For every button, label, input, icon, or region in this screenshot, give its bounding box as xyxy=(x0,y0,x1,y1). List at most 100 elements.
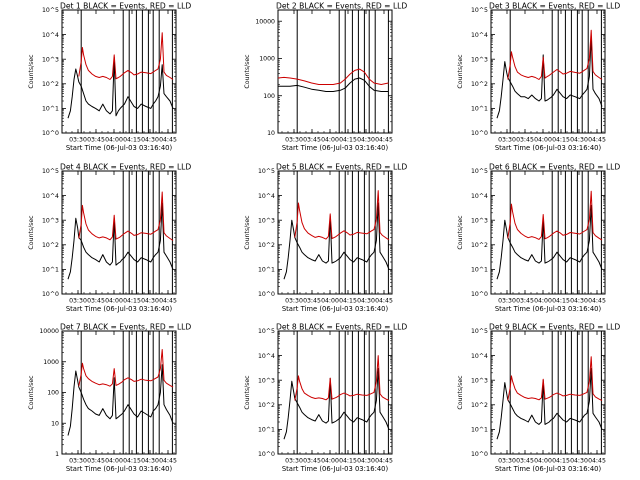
chart-panel-2: Det 2 BLACK = Events, RED = LLD Counts/se… xyxy=(244,2,407,153)
y-axis-label: Counts/sec xyxy=(244,54,251,89)
x-tick-label: 04:00 xyxy=(534,137,552,144)
chart-panel-4: Det 4 BLACK = Events, RED = LLD Counts/se… xyxy=(28,163,191,314)
plot-frame xyxy=(490,9,606,134)
series-line-events xyxy=(496,368,603,440)
y-axis-label: Counts/sec xyxy=(28,375,35,410)
y-tick-label: 10^2 xyxy=(471,402,488,409)
y-tick-label: 10^1 xyxy=(258,427,275,434)
y-tick-label: 10^2 xyxy=(471,242,488,249)
x-tick-label: 04:30 xyxy=(570,458,588,465)
chart-panel-3: Det 3 BLACK = Events, RED = LLD Counts/se… xyxy=(457,2,620,153)
x-axis-label: Start Time (06-Jul-03 03:16:40) xyxy=(495,144,602,152)
y-tick-label: 10^5 xyxy=(471,7,488,14)
x-tick-label: 04:15 xyxy=(123,298,141,305)
x-tick-label: 03:45 xyxy=(516,298,534,305)
y-tick-label: 10^0 xyxy=(471,291,488,298)
y-axis-label: Counts/sec xyxy=(457,54,464,89)
x-tick-label: 04:45 xyxy=(159,298,177,305)
x-tick-label: 03:45 xyxy=(87,137,105,144)
y-tick-label: 10000 xyxy=(255,18,275,25)
x-axis-label: Start Time (06-Jul-03 03:16:40) xyxy=(282,465,389,473)
plot-frame xyxy=(490,330,606,455)
x-tick-label: 04:15 xyxy=(339,137,357,144)
series-line-lld xyxy=(78,191,174,241)
x-tick-label: 04:30 xyxy=(141,298,159,305)
y-tick-label: 10^1 xyxy=(42,267,59,274)
x-tick-label: 04:30 xyxy=(357,298,375,305)
x-tick-label: 03:45 xyxy=(303,137,321,144)
series-line-lld xyxy=(294,355,390,401)
chart-panel-1: Det 1 BLACK = Events, RED = LLD Counts/se… xyxy=(28,2,191,153)
x-tick-label: 04:45 xyxy=(375,137,393,144)
y-tick-label: 10^2 xyxy=(42,81,59,88)
x-tick-label: 04:30 xyxy=(570,137,588,144)
y-tick-label: 10^1 xyxy=(258,267,275,274)
y-tick-label: 10^3 xyxy=(258,377,275,384)
y-tick-label: 10 xyxy=(51,420,59,427)
series-line-lld xyxy=(78,349,174,388)
y-tick-label: 10^3 xyxy=(42,217,59,224)
x-tick-label: 04:00 xyxy=(534,458,552,465)
x-tick-label: 04:00 xyxy=(534,298,552,305)
series-line-events xyxy=(496,36,603,119)
series-line-events xyxy=(67,56,174,119)
x-tick-label: 04:15 xyxy=(339,458,357,465)
series-line-lld xyxy=(277,68,389,85)
x-tick-label: 04:45 xyxy=(588,458,606,465)
y-axis-label: Counts/sec xyxy=(28,215,35,250)
chart-title: Det 2 BLACK = Events, RED = LLD xyxy=(276,2,407,11)
chart-panel-5: Det 5 BLACK = Events, RED = LLD Counts/se… xyxy=(244,163,407,314)
y-tick-label: 10^0 xyxy=(258,291,275,298)
x-axis-label: Start Time (06-Jul-03 03:16:40) xyxy=(282,305,389,313)
y-tick-label: 10^5 xyxy=(42,7,59,14)
series-line-events xyxy=(496,204,603,280)
y-tick-label: 10^1 xyxy=(471,106,488,113)
y-tick-label: 10^2 xyxy=(258,402,275,409)
y-tick-label: 10^3 xyxy=(471,377,488,384)
plot-frame xyxy=(61,170,177,295)
x-tick-label: 03:45 xyxy=(516,458,534,465)
chart-panel-9: Det 9 BLACK = Events, RED = LLD Counts/se… xyxy=(457,323,620,474)
x-tick-label: 04:30 xyxy=(141,458,159,465)
x-tick-label: 04:00 xyxy=(321,298,339,305)
x-tick-label: 04:15 xyxy=(123,137,141,144)
chart-title: Det 4 BLACK = Events, RED = LLD xyxy=(60,163,191,172)
y-tick-label: 10^5 xyxy=(42,168,59,175)
x-tick-label: 03:30 xyxy=(498,298,516,305)
y-tick-label: 10^2 xyxy=(42,242,59,249)
x-axis-label: Start Time (06-Jul-03 03:16:40) xyxy=(66,144,173,152)
series-line-events xyxy=(67,202,174,280)
y-axis-label: Counts/sec xyxy=(28,54,35,89)
x-tick-label: 04:45 xyxy=(588,298,606,305)
x-tick-label: 03:30 xyxy=(285,137,303,144)
y-tick-label: 10^4 xyxy=(471,353,488,360)
chart-title: Det 5 BLACK = Events, RED = LLD xyxy=(276,163,407,172)
y-tick-label: 10^0 xyxy=(258,451,275,458)
series-line-events xyxy=(67,364,174,436)
plot-frame xyxy=(61,9,177,134)
x-tick-label: 03:30 xyxy=(498,137,516,144)
x-axis-label: Start Time (06-Jul-03 03:16:40) xyxy=(495,305,602,313)
y-tick-label: 10^3 xyxy=(42,56,59,63)
x-tick-label: 04:00 xyxy=(105,458,123,465)
chart-title: Det 3 BLACK = Events, RED = LLD xyxy=(489,2,620,11)
chart-panel-6: Det 6 BLACK = Events, RED = LLD Counts/se… xyxy=(457,163,620,314)
x-tick-label: 04:45 xyxy=(375,298,393,305)
x-tick-label: 03:45 xyxy=(303,458,321,465)
y-tick-label: 100 xyxy=(47,390,59,397)
y-tick-label: 10^5 xyxy=(258,168,275,175)
y-tick-label: 1000 xyxy=(259,56,275,63)
y-tick-label: 1000 xyxy=(43,359,59,366)
y-tick-label: 10^3 xyxy=(258,217,275,224)
chart-title: Det 9 BLACK = Events, RED = LLD xyxy=(489,323,620,332)
y-tick-label: 100 xyxy=(263,93,275,100)
y-tick-label: 10^2 xyxy=(258,242,275,249)
plot-frame xyxy=(490,170,606,295)
x-tick-label: 04:15 xyxy=(552,458,570,465)
x-tick-label: 03:30 xyxy=(69,137,87,144)
plot-frame xyxy=(277,170,393,295)
x-tick-label: 03:30 xyxy=(285,458,303,465)
y-tick-label: 10^0 xyxy=(42,130,59,137)
x-tick-label: 04:15 xyxy=(339,298,357,305)
